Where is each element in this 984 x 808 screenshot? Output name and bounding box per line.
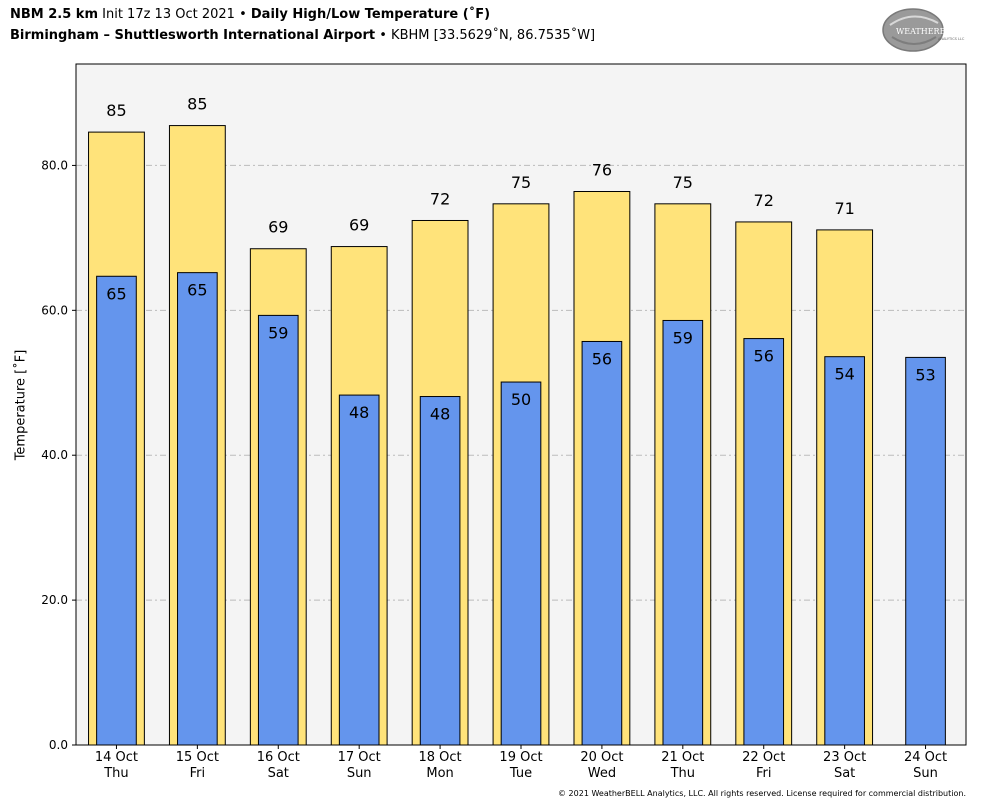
title-separator: • — [239, 7, 247, 22]
plot-frame — [75, 63, 967, 746]
low-temp-label: 48 — [349, 403, 369, 422]
x-tick-label-date: 24 Oct — [904, 750, 947, 765]
low-temp-label: 65 — [106, 284, 126, 303]
low-temp-label: 59 — [673, 328, 693, 347]
subtitle-separator: • — [379, 28, 387, 43]
x-tick-label-day: Tue — [509, 766, 532, 781]
model-name: NBM 2.5 km — [10, 7, 98, 22]
x-tick-label-day: Sat — [834, 766, 855, 781]
low-temp-label: 50 — [511, 390, 531, 409]
high-temp-label: 85 — [106, 101, 126, 120]
chart-subtitle: Birmingham – Shuttlesworth International… — [10, 28, 595, 43]
x-tick-label-day: Wed — [588, 766, 616, 781]
x-tick-label-day: Fri — [756, 766, 772, 781]
high-temp-label: 72 — [430, 189, 450, 208]
copyright-notice: © 2021 WeatherBELL Analytics, LLC. All r… — [558, 789, 966, 798]
logo-text: WEATHERBELL — [896, 27, 963, 36]
low-temp-bar — [662, 319, 704, 746]
low-temp-bar — [581, 340, 623, 746]
x-tick-label-date: 18 Oct — [419, 750, 462, 765]
low-temp-label: 59 — [268, 323, 288, 342]
x-tick-label-date: 16 Oct — [257, 750, 300, 765]
low-temp-bar — [824, 356, 865, 746]
low-temp-bar — [419, 396, 461, 746]
x-tick-label-date: 20 Oct — [580, 750, 623, 765]
x-tick-label-date: 22 Oct — [742, 750, 785, 765]
low-temp-label: 53 — [915, 365, 935, 384]
high-temp-label: 76 — [592, 161, 612, 180]
x-tick-label-date: 14 Oct — [95, 750, 138, 765]
y-tick-label: 40.0 — [41, 448, 68, 462]
high-temp-label: 69 — [349, 216, 369, 235]
y-tick-label: 60.0 — [41, 303, 68, 317]
low-temp-bar — [905, 356, 946, 746]
low-temp-label: 56 — [592, 349, 612, 368]
x-tick-label-day: Sun — [347, 766, 372, 781]
low-temp-label: 54 — [834, 365, 854, 384]
x-tick-label-date: 19 Oct — [499, 750, 542, 765]
low-temp-bar — [96, 275, 137, 746]
high-temp-label: 72 — [754, 191, 774, 210]
chart-title: NBM 2.5 km Init 17z 13 Oct 2021 • Daily … — [10, 7, 490, 22]
low-temp-bar — [500, 381, 542, 746]
y-tick-label: 80.0 — [41, 158, 68, 172]
x-tick-label-day: Fri — [190, 766, 206, 781]
x-tick-label-day: Sun — [913, 766, 938, 781]
init-time: Init 17z 13 Oct 2021 — [102, 7, 235, 22]
high-temp-label: 75 — [673, 173, 693, 192]
x-tick-label-day: Mon — [426, 766, 453, 781]
high-temp-label: 75 — [511, 173, 531, 192]
high-temp-label: 85 — [187, 95, 207, 114]
weatherbell-logo: WEATHERBELL ANALYTICS LLC — [882, 8, 965, 52]
low-temp-label: 48 — [430, 405, 450, 424]
logo-subtext: ANALYTICS LLC — [938, 37, 965, 41]
low-temp-bar — [257, 314, 299, 746]
low-temp-bar — [177, 272, 218, 746]
x-tick-label-date: 15 Oct — [176, 750, 219, 765]
station-info: KBHM [33.5629˚N, 86.7535˚W] — [391, 28, 596, 43]
x-tick-label-day: Sat — [268, 766, 289, 781]
low-temp-label: 56 — [754, 347, 774, 366]
y-tick-label: 20.0 — [41, 593, 68, 607]
bars: 85 65 85 65 69 59 69 48 72 48 75 50 76 56 75 59 72 56 71 54… — [88, 95, 946, 746]
low-temp-label: 65 — [187, 281, 207, 300]
x-tick-label-day: Thu — [103, 766, 128, 781]
x-tick-label-day: Thu — [670, 766, 695, 781]
high-temp-label: 69 — [268, 218, 288, 237]
location-name: Birmingham – Shuttlesworth International… — [10, 28, 376, 43]
x-tick-label-date: 17 Oct — [338, 750, 381, 765]
y-tick-label: 0.0 — [49, 738, 68, 752]
low-temp-bar — [743, 338, 785, 746]
product-name: Daily High/Low Temperature (˚F) — [250, 7, 491, 22]
x-tick-label-date: 21 Oct — [661, 750, 704, 765]
low-temp-bar — [338, 394, 380, 746]
x-tick-label-date: 23 Oct — [823, 750, 866, 765]
high-temp-label: 71 — [834, 199, 854, 218]
